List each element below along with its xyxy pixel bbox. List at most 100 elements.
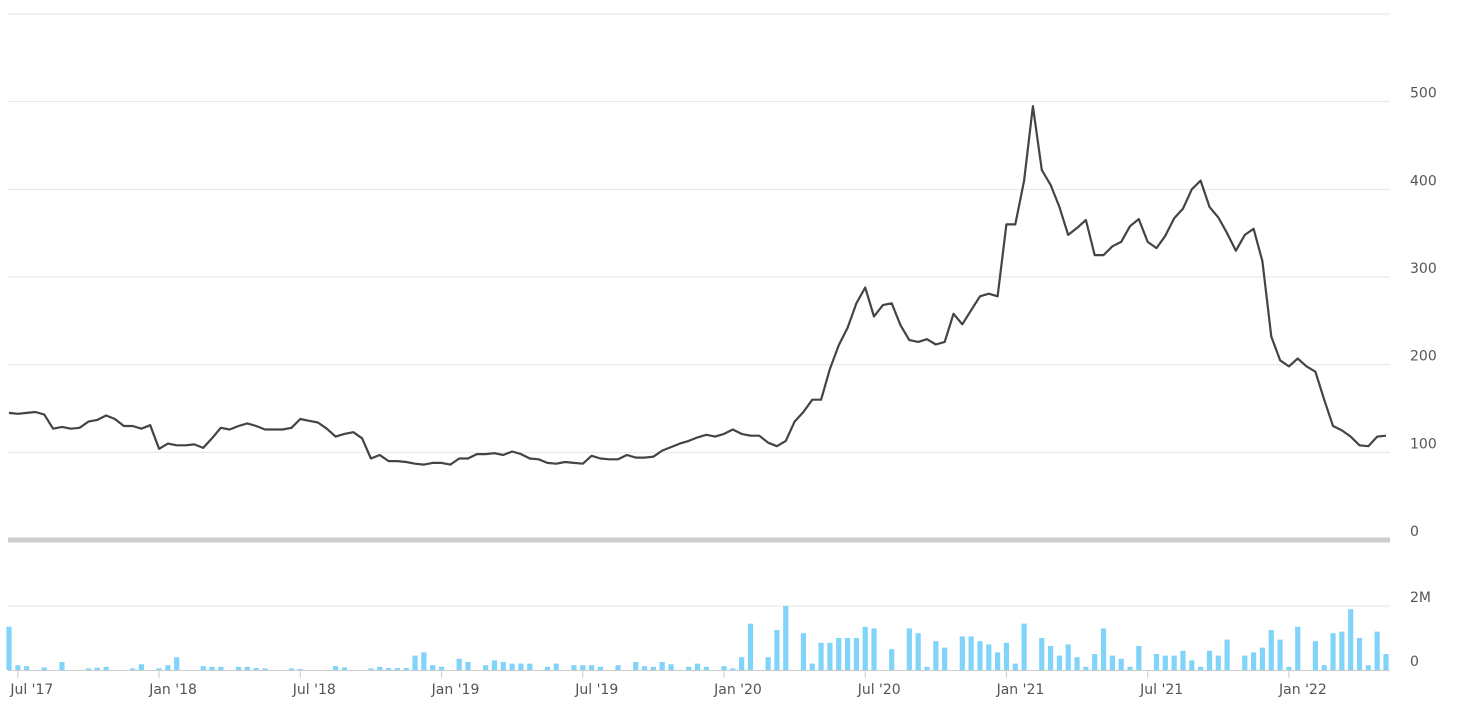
volume-bar xyxy=(368,668,374,670)
volume-bar xyxy=(862,626,868,670)
volume-bar xyxy=(774,630,780,670)
volume-bar xyxy=(544,666,551,670)
volume-bar xyxy=(641,666,648,670)
volume-bar xyxy=(1003,642,1010,670)
volume-bar xyxy=(933,641,939,670)
volume-bar xyxy=(1056,655,1063,670)
volume-bar xyxy=(827,642,833,670)
grid-layer xyxy=(8,13,1390,607)
volume-bar xyxy=(1180,650,1186,670)
y-tick-label: 300 xyxy=(1410,261,1437,277)
volume-bar xyxy=(1339,631,1345,670)
volume-bar xyxy=(385,668,392,670)
volume-bar xyxy=(968,636,974,670)
volume-bar xyxy=(747,623,754,670)
volume-bar xyxy=(853,638,859,670)
volume-bar xyxy=(341,667,348,670)
volume-bar xyxy=(906,628,912,670)
volume-bar xyxy=(818,642,824,670)
volume-bar xyxy=(1198,666,1204,670)
volume-bar xyxy=(218,666,224,670)
volume-bar xyxy=(977,641,983,670)
x-tick-label: Jan '20 xyxy=(713,682,762,698)
volume-bar xyxy=(1365,665,1371,670)
x-tick-label: Jan '21 xyxy=(996,682,1045,698)
volume-bar xyxy=(1153,654,1160,670)
y2-tick-label: 2M xyxy=(1410,590,1431,606)
volume-bar xyxy=(1330,633,1336,670)
volume-bar xyxy=(94,667,100,670)
volume-bar xyxy=(580,665,586,670)
volume-bar xyxy=(809,663,815,670)
volume-bar xyxy=(297,669,303,670)
volume-bar xyxy=(694,663,701,670)
volume-bar xyxy=(571,665,577,670)
volume-bar xyxy=(438,666,445,670)
volume-bar xyxy=(456,658,462,670)
volume-bar xyxy=(500,662,506,670)
y-tick-label: 100 xyxy=(1410,436,1437,452)
volume-bar xyxy=(924,666,930,670)
x-tick-label: Jul '20 xyxy=(857,682,901,698)
volume-bar xyxy=(165,665,171,670)
volume-bar xyxy=(668,664,674,670)
x-tick-label: Jul '21 xyxy=(1139,682,1183,698)
volume-bar xyxy=(942,647,948,670)
y-tick-label: 400 xyxy=(1410,173,1437,189)
volume-bar xyxy=(412,655,418,670)
y-tick-label: 200 xyxy=(1410,349,1437,365)
x-tick-label: Jan '22 xyxy=(1278,682,1327,698)
volume-bar xyxy=(403,668,409,670)
volume-bar xyxy=(235,666,242,670)
volume-bar xyxy=(703,666,709,670)
price-line xyxy=(8,105,1387,466)
volume-bar xyxy=(1206,650,1213,670)
x-tick-label: Jan '18 xyxy=(148,682,197,698)
volume-bar xyxy=(1224,639,1230,670)
volume-bar xyxy=(1100,628,1107,670)
volume-bar xyxy=(174,657,180,670)
volume-bar xyxy=(509,663,515,670)
volume-bar xyxy=(659,662,665,670)
volume-bar xyxy=(959,636,965,670)
volume-bar xyxy=(1312,641,1318,670)
volume-bar xyxy=(1162,655,1168,670)
volume-bar xyxy=(615,665,621,670)
volume-bar xyxy=(633,662,639,670)
volume-bar xyxy=(288,668,295,670)
volume-bar xyxy=(1012,663,1018,670)
volume-bar xyxy=(332,666,339,670)
volume-bar xyxy=(518,663,524,670)
volume-bar xyxy=(1109,655,1115,670)
volume-bar xyxy=(483,665,489,670)
volume-bar xyxy=(1277,639,1283,670)
volume-bar xyxy=(1321,665,1327,670)
x-tick-label: Jul '18 xyxy=(292,682,336,698)
volume-bar xyxy=(765,657,771,670)
volume-bar xyxy=(721,666,727,670)
volume-bar xyxy=(138,664,145,670)
volume-bar xyxy=(1250,652,1257,670)
volume-bar xyxy=(686,666,692,670)
volume-bar xyxy=(1127,666,1133,670)
volume-bar xyxy=(1074,657,1080,670)
volume-bar xyxy=(800,633,807,670)
volume-bar xyxy=(377,666,383,670)
volume-bar xyxy=(103,666,109,670)
volume-bar xyxy=(527,663,533,670)
volume-bar xyxy=(421,652,427,670)
volume-bar xyxy=(1021,623,1027,670)
volume-bar xyxy=(1383,654,1389,670)
volume-bar xyxy=(1171,655,1177,670)
volume-bar xyxy=(1286,666,1292,670)
volume-bar xyxy=(1136,646,1142,670)
volume-bar xyxy=(986,644,992,670)
volume-bar xyxy=(244,666,250,670)
y-tick-label: 500 xyxy=(1410,86,1437,102)
volume-bar xyxy=(915,633,921,670)
volume-bar xyxy=(1047,646,1054,670)
y2-tick-label: 0 xyxy=(1410,654,1419,670)
volume-bar xyxy=(200,666,206,670)
volume-bar xyxy=(783,606,789,670)
